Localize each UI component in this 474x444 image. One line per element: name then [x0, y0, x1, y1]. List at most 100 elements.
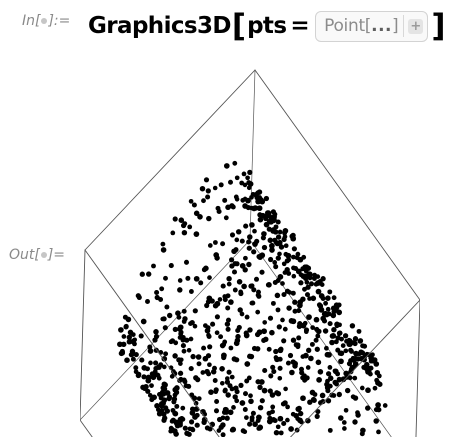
- point-summary-box[interactable]: Point[...] +: [315, 11, 428, 42]
- data-point: [328, 365, 333, 370]
- data-point: [365, 405, 370, 410]
- data-point: [170, 231, 175, 236]
- data-point: [232, 161, 237, 166]
- data-point: [319, 307, 325, 313]
- data-point: [131, 357, 136, 362]
- data-point: [288, 353, 293, 358]
- data-point: [321, 296, 326, 301]
- data-point: [163, 325, 168, 330]
- data-point: [191, 428, 196, 433]
- data-point: [207, 275, 212, 280]
- data-point: [206, 333, 211, 338]
- data-point: [165, 390, 171, 396]
- data-point: [255, 346, 260, 351]
- input-expression[interactable]: Graphics3D [ pts = Point[...] + ]: [88, 4, 447, 48]
- data-point: [172, 353, 177, 358]
- data-point: [240, 198, 245, 203]
- data-point: [262, 368, 267, 373]
- data-point: [295, 342, 300, 347]
- data-point: [255, 310, 260, 315]
- box-edge-front-left: [80, 250, 85, 420]
- data-point: [262, 388, 268, 394]
- data-point: [244, 361, 250, 367]
- data-point: [265, 210, 270, 215]
- expand-plus-icon[interactable]: +: [408, 19, 423, 34]
- data-point: [244, 331, 249, 336]
- data-point: [343, 348, 348, 353]
- data-point: [375, 402, 381, 408]
- cell-number-placeholder-dot: [41, 252, 47, 258]
- data-point: [187, 348, 192, 353]
- data-point: [233, 288, 238, 293]
- data-point: [154, 290, 159, 295]
- data-point: [189, 199, 194, 204]
- data-point: [257, 205, 263, 211]
- data-point: [337, 331, 342, 336]
- data-point: [268, 257, 273, 262]
- data-point: [251, 249, 256, 254]
- data-point: [307, 275, 312, 280]
- data-point: [290, 236, 296, 242]
- graphics3d-output[interactable]: [80, 65, 420, 437]
- data-point: [203, 265, 209, 271]
- data-point: [219, 366, 225, 372]
- data-point: [235, 175, 240, 180]
- data-point: [247, 234, 253, 240]
- data-point: [344, 408, 349, 413]
- data-point: [246, 180, 251, 185]
- data-point: [268, 238, 274, 244]
- data-point: [149, 383, 154, 388]
- data-point: [210, 298, 215, 303]
- data-point: [163, 276, 168, 281]
- data-point: [276, 219, 281, 224]
- data-point: [230, 232, 235, 237]
- data-point: [337, 302, 342, 307]
- data-point: [254, 239, 259, 244]
- data-point: [146, 271, 151, 276]
- data-point: [256, 426, 261, 431]
- data-point: [196, 354, 202, 360]
- data-point: [225, 306, 230, 311]
- data-point: [369, 359, 374, 364]
- data-point: [136, 293, 141, 298]
- data-point: [244, 379, 249, 384]
- data-point: [337, 377, 342, 382]
- data-point: [292, 246, 297, 251]
- data-point: [306, 348, 311, 353]
- data-point: [178, 371, 183, 376]
- data-point: [308, 356, 314, 362]
- data-point: [272, 238, 277, 243]
- data-point: [235, 334, 240, 339]
- data-point: [210, 322, 215, 327]
- data-point: [178, 278, 183, 283]
- data-point: [291, 291, 296, 296]
- data-point: [194, 231, 200, 237]
- data-point: [292, 300, 297, 305]
- data-point: [320, 276, 325, 281]
- data-point: [230, 387, 235, 392]
- data-point: [194, 276, 200, 282]
- data-point: [197, 396, 202, 401]
- data-point: [286, 305, 291, 310]
- data-point: [248, 393, 253, 398]
- data-point: [365, 387, 371, 393]
- data-point: [343, 333, 348, 338]
- data-point: [145, 299, 150, 304]
- data-point: [276, 255, 281, 260]
- data-point: [304, 329, 309, 334]
- data-point: [187, 224, 192, 229]
- data-point: [266, 282, 271, 287]
- data-point: [198, 280, 203, 285]
- data-point: [318, 369, 324, 375]
- summary-ellipsis: ...: [371, 16, 392, 36]
- data-point: [353, 395, 358, 400]
- data-point: [197, 361, 202, 366]
- data-point: [268, 316, 273, 321]
- data-point: [195, 423, 200, 428]
- data-point: [173, 393, 178, 398]
- data-point: [259, 270, 264, 275]
- data-point: [229, 263, 234, 268]
- data-point: [228, 409, 234, 415]
- data-point: [225, 416, 230, 421]
- data-point: [249, 222, 255, 228]
